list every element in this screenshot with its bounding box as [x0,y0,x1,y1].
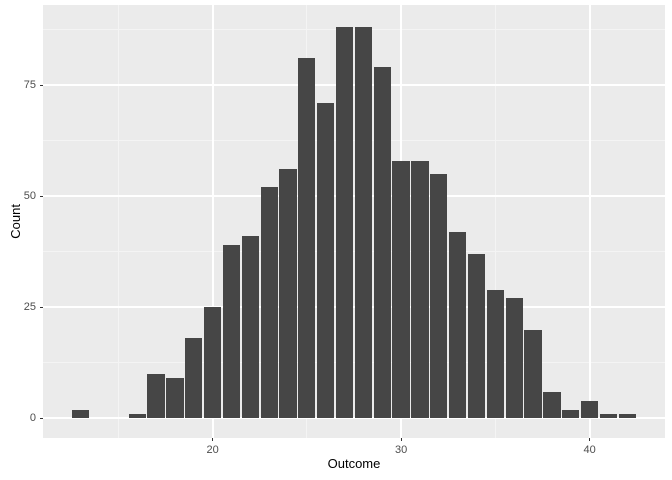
x-axis-title: Outcome [327,456,381,471]
x-tick-mark [589,438,591,441]
y-tick-mark [40,306,43,308]
y-tick-mark [40,417,43,419]
histogram-bar [430,173,448,419]
plot-panel [43,5,665,438]
histogram-bar [222,245,241,419]
y-tick-label: 0 [29,412,36,425]
minor-gridline-y [43,140,665,142]
major-gridline-x [588,5,591,438]
histogram-bar [185,338,203,419]
y-tick-label: 25 [23,301,36,314]
y-tick-mark [40,84,43,86]
histogram-bar [260,187,278,419]
minor-gridline-x [117,5,119,438]
histogram-bar [128,413,146,419]
histogram-bar [562,409,580,419]
y-axis-title-text: Count [7,204,23,239]
histogram-bar [298,58,316,419]
histogram-bar [373,67,391,419]
minor-gridline-y [43,251,665,253]
x-tick-mark [400,438,402,441]
histogram-bar [279,169,297,419]
histogram-bar [72,409,90,419]
histogram-bar [467,253,486,419]
y-axis-title: Count [6,5,24,438]
x-tick-label: 20 [206,444,219,456]
histogram-bar [166,378,184,419]
y-tick-label: 50 [23,190,36,203]
major-gridline-y [43,195,665,198]
x-tick-mark [212,438,214,441]
major-gridline-x [211,5,214,438]
histogram-bar [618,413,636,419]
y-tick-label: 75 [23,79,36,92]
histogram-bar [147,373,165,419]
histogram-bar [524,329,542,419]
minor-gridline-y [43,362,665,364]
histogram-bar [599,413,618,419]
histogram-bar [449,231,467,419]
histogram-bar [354,27,373,419]
minor-gridline-x [494,5,496,438]
histogram-bar [486,289,504,419]
histogram-bar [317,102,335,419]
minor-gridline-y [43,28,665,30]
histogram-bar [505,298,523,419]
y-tick-mark [40,195,43,197]
histogram-bar [204,307,222,419]
histogram-bar [580,400,599,419]
histogram-bar [241,236,259,419]
x-tick-label: 40 [583,444,596,456]
histogram-bar [335,27,354,419]
x-tick-label: 30 [394,444,408,456]
histogram-bar [411,160,429,419]
major-gridline-y [43,306,665,309]
major-gridline-y [43,84,665,87]
major-gridline-y [43,417,665,420]
histogram-bar [392,160,410,419]
histogram-bar [543,391,561,419]
